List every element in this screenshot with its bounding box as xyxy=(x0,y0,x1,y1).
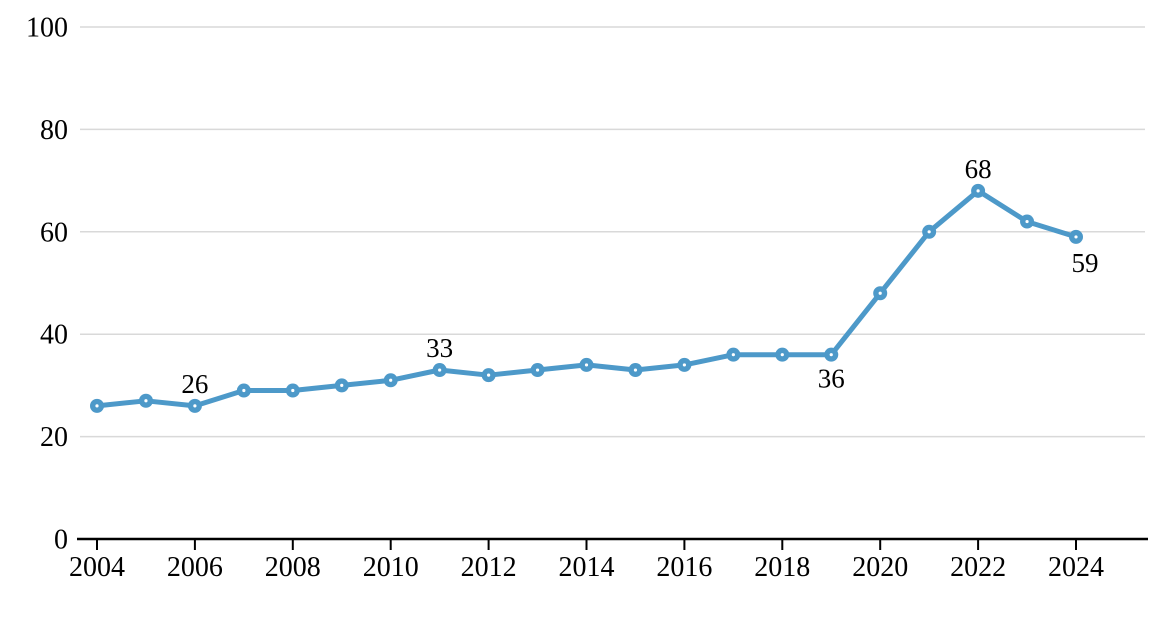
data-point-label: 33 xyxy=(426,333,453,363)
data-point-label: 36 xyxy=(818,364,845,394)
data-point-marker-center xyxy=(829,353,833,357)
data-point-label: 68 xyxy=(965,154,992,184)
x-tick-label: 2018 xyxy=(754,552,810,583)
x-tick-label: 2020 xyxy=(852,552,908,583)
data-point-marker-center xyxy=(291,388,295,393)
data-point-marker-center xyxy=(780,353,784,357)
data-point-marker-center xyxy=(633,368,638,372)
data-point-marker-center xyxy=(878,291,882,295)
data-point-marker-center xyxy=(927,230,931,234)
data-point-marker-center xyxy=(487,373,491,377)
data-point-marker-center xyxy=(340,383,344,387)
data-point-marker-center xyxy=(1025,219,1029,224)
data-point-label: 26 xyxy=(181,369,208,399)
y-tick-label: 0 xyxy=(54,525,68,556)
x-tick-label: 2012 xyxy=(461,552,517,583)
data-point-marker-center xyxy=(584,363,589,367)
data-point-marker-center xyxy=(95,404,99,408)
x-tick-label: 2004 xyxy=(69,552,125,583)
x-tick-label: 2016 xyxy=(656,552,712,583)
y-tick-label: 80 xyxy=(40,115,68,146)
y-tick-label: 20 xyxy=(40,422,68,453)
x-tick-label: 2014 xyxy=(559,552,615,583)
data-point-marker-center xyxy=(193,404,197,408)
data-point-marker-center xyxy=(242,388,246,393)
x-tick-label: 2006 xyxy=(167,552,223,583)
data-point-marker-center xyxy=(1074,235,1078,239)
data-point-marker-center xyxy=(682,363,687,367)
data-point-marker-center xyxy=(535,368,540,372)
data-point-marker-center xyxy=(389,378,393,382)
data-point-marker-center xyxy=(731,353,735,357)
data-point-marker-center xyxy=(144,399,148,403)
x-tick-label: 2022 xyxy=(950,552,1006,583)
y-tick-label: 40 xyxy=(40,320,68,351)
y-tick-label: 100 xyxy=(26,13,68,44)
y-tick-label: 60 xyxy=(40,217,68,248)
data-point-label: 59 xyxy=(1072,248,1099,278)
data-point-marker-center xyxy=(976,189,980,193)
x-tick-label: 2024 xyxy=(1048,552,1104,583)
data-point-marker-center xyxy=(438,368,442,372)
x-tick-label: 2010 xyxy=(363,552,419,583)
x-tick-label: 2008 xyxy=(265,552,321,583)
data-series-line xyxy=(94,188,1079,409)
